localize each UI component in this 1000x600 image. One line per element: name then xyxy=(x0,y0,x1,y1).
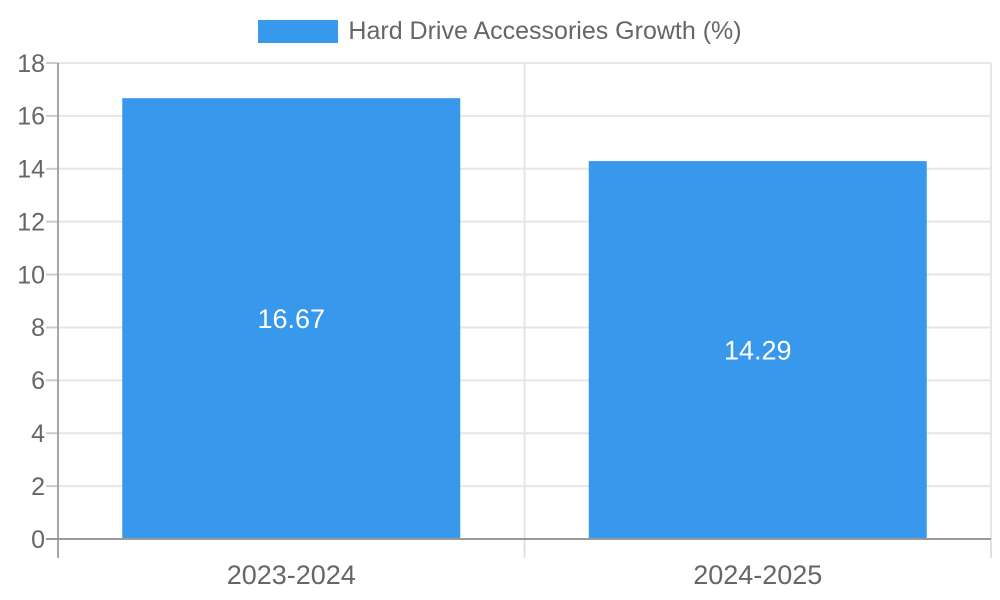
bar-2024-2025[interactable] xyxy=(588,161,927,539)
y-axis-label: 14 xyxy=(17,156,45,184)
y-axis-label: 6 xyxy=(31,367,45,395)
legend-label: Hard Drive Accessories Growth (%) xyxy=(348,17,742,45)
y-axis-label: 0 xyxy=(31,526,45,554)
y-axis-label: 8 xyxy=(31,314,45,342)
legend-swatch xyxy=(258,20,339,43)
y-axis-label: 16 xyxy=(17,103,45,131)
y-axis-label: 18 xyxy=(17,50,45,78)
legend[interactable]: Hard Drive Accessories Growth (%) xyxy=(0,19,1000,44)
x-axis-label: 2024-2025 xyxy=(693,560,822,590)
y-axis-label: 2 xyxy=(31,473,45,501)
y-axis-label: 12 xyxy=(17,208,45,236)
bar-value-label: 14.29 xyxy=(724,336,792,366)
x-axis-label: 2023-2024 xyxy=(227,560,356,590)
bar-value-label: 16.67 xyxy=(257,304,325,334)
bar-2023-2024[interactable] xyxy=(122,98,461,539)
y-axis-label: 4 xyxy=(31,420,45,448)
y-axis-label: 10 xyxy=(17,261,45,289)
